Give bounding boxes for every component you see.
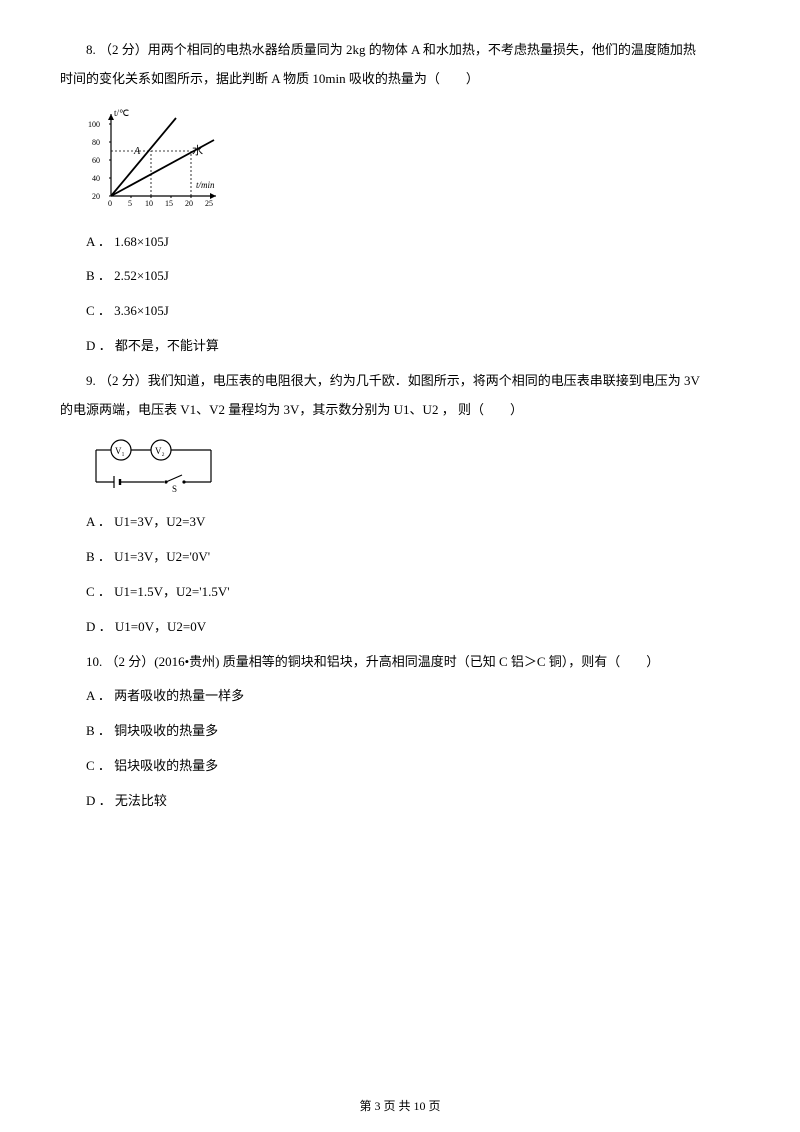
svg-text:V₁: V₁ — [115, 446, 125, 456]
q10-option-d: D ． 无法比较 — [86, 791, 740, 812]
svg-text:15: 15 — [165, 199, 173, 208]
q9-option-b: B ． U1=3V，U2='0V' — [86, 547, 740, 568]
svg-text:10: 10 — [145, 199, 153, 208]
q9-option-d: D ． U1=0V，U2=0V — [86, 617, 740, 638]
q8-chart: 20 40 60 80 100 0 5 10 15 20 25 A 水 t/℃ … — [86, 106, 740, 216]
q8-option-c: C ． 3.36×105J — [86, 301, 740, 322]
q8-option-d: D ． 都不是，不能计算 — [86, 336, 740, 357]
svg-text:80: 80 — [92, 138, 100, 147]
svg-text:40: 40 — [92, 174, 100, 183]
q10-option-b: B ． 铜块吸收的热量多 — [86, 721, 740, 742]
svg-text:A: A — [133, 146, 141, 157]
q8-option-a: A ． 1.68×105J — [86, 232, 740, 253]
q9-option-a: A ． U1=3V，U2=3V — [86, 512, 740, 533]
q9-option-c: C ． U1=1.5V，U2='1.5V' — [86, 582, 740, 603]
q8-continuation: 时间的变化关系如图所示，据此判断 A 物质 10min 吸收的热量为（ ） — [60, 69, 740, 90]
svg-text:100: 100 — [88, 120, 100, 129]
svg-text:V₂: V₂ — [155, 446, 165, 456]
q10-option-c: C ． 铝块吸收的热量多 — [86, 756, 740, 777]
q9-header: 9. （2 分）我们知道，电压表的电阻很大，约为几千欧．如图所示，将两个相同的电… — [60, 371, 740, 392]
svg-text:5: 5 — [128, 199, 132, 208]
svg-text:S: S — [172, 484, 177, 494]
svg-text:20: 20 — [92, 192, 100, 201]
svg-text:60: 60 — [92, 156, 100, 165]
q9-circuit: S V₁ V₂ — [86, 436, 740, 496]
svg-text:t/℃: t/℃ — [114, 108, 129, 118]
q10-option-a: A ． 两者吸收的热量一样多 — [86, 686, 740, 707]
svg-text:0: 0 — [108, 199, 112, 208]
svg-text:t/min: t/min — [196, 180, 215, 190]
q10-header: 10. （2 分）(2016•贵州) 质量相等的铜块和铝块，升高相同温度时（已知… — [60, 652, 740, 673]
q8-option-b: B ． 2.52×105J — [86, 266, 740, 287]
svg-text:25: 25 — [205, 199, 213, 208]
q9-continuation: 的电源两端，电压表 V1、V2 量程均为 3V，其示数分别为 U1、U2 ， 则… — [60, 400, 740, 421]
svg-text:20: 20 — [185, 199, 193, 208]
svg-text:水: 水 — [192, 144, 203, 157]
q8-header: 8. （2 分）用两个相同的电热水器给质量同为 2kg 的物体 A 和水加热，不… — [60, 40, 740, 61]
page-footer: 第 3 页 共 10 页 — [0, 1097, 800, 1116]
